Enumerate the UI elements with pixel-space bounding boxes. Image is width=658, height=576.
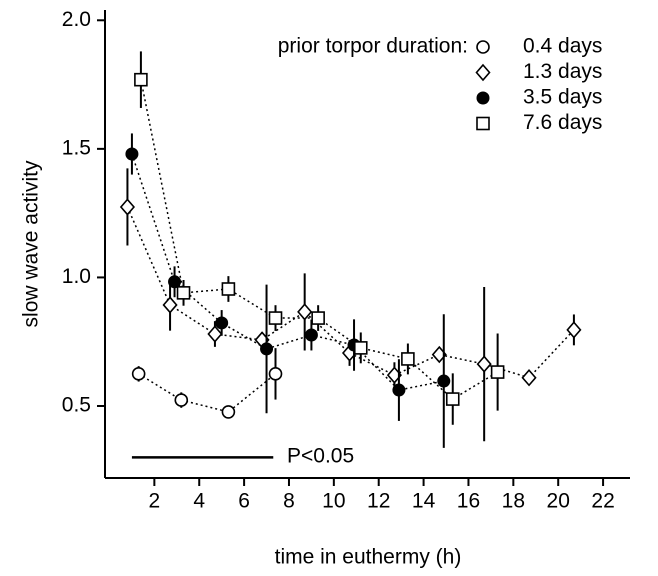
legend-marker: [476, 116, 490, 131]
legend-marker: [475, 63, 491, 82]
x-tick-label: 22: [591, 490, 614, 513]
marker: [131, 367, 146, 381]
x-tick-label: 16: [457, 490, 480, 513]
x-tick-label: 4: [193, 490, 205, 513]
x-tick-label: 12: [367, 490, 390, 513]
marker: [162, 296, 178, 314]
legend-label: 7.6 days: [523, 111, 602, 134]
marker: [304, 328, 318, 342]
x-tick-label: 10: [322, 490, 345, 513]
x-tick-label: 2: [149, 490, 161, 513]
x-tick-label: 14: [412, 490, 436, 513]
y-tick-label: 2.0: [62, 8, 91, 31]
marker: [476, 355, 492, 373]
y-tick-label: 1.5: [62, 136, 91, 159]
marker: [445, 392, 460, 406]
marker: [134, 72, 148, 87]
x-tick-label: 18: [502, 490, 525, 513]
y-tick-label: 0.5: [62, 394, 91, 417]
marker: [566, 321, 582, 339]
marker: [353, 341, 368, 355]
x-tick-label: 8: [283, 490, 295, 513]
marker: [490, 365, 505, 379]
legend-label: 3.5 days: [523, 86, 602, 109]
marker: [119, 198, 135, 216]
marker: [311, 311, 325, 325]
marker: [268, 367, 283, 381]
marker: [437, 374, 451, 388]
marker: [221, 405, 236, 419]
marker: [176, 286, 191, 300]
series-line: [138, 373, 276, 413]
marker: [297, 303, 313, 321]
legend-marker: [476, 91, 490, 105]
y-axis-label: slow wave activity: [20, 160, 43, 327]
marker: [401, 352, 415, 366]
marker: [215, 316, 229, 330]
marker: [125, 147, 139, 161]
marker: [260, 342, 274, 356]
legend-label: 0.4 days: [523, 35, 602, 58]
annotation: P<0.05: [287, 445, 354, 468]
marker: [174, 393, 189, 407]
x-tick-label: 6: [238, 490, 250, 513]
marker: [168, 275, 182, 289]
marker: [521, 368, 537, 387]
legend-title: prior torpor duration:: [278, 35, 468, 58]
x-tick-label: 20: [547, 490, 570, 513]
legend-label: 1.3 days: [523, 60, 602, 83]
legend-marker: [476, 40, 490, 54]
marker: [392, 383, 406, 397]
x-axis-label: time in euthermy (h): [275, 546, 462, 569]
marker: [207, 325, 223, 343]
y-tick-label: 1.0: [62, 265, 91, 288]
marker: [221, 282, 236, 296]
marker: [268, 311, 283, 325]
